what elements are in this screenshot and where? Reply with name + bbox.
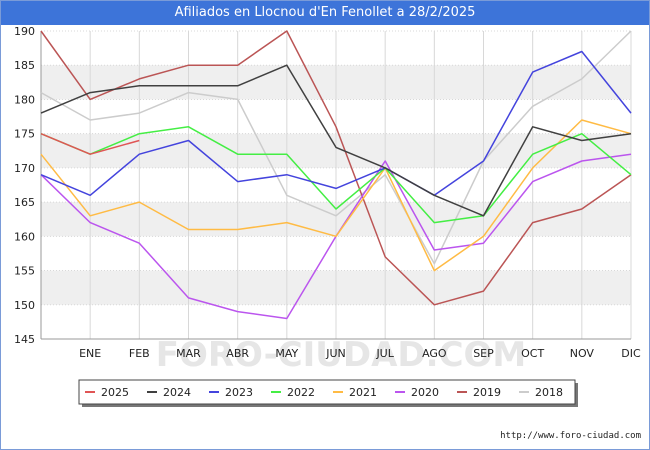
source-link[interactable]: http://www.foro-ciudad.com <box>500 431 641 441</box>
y-tick-label: 160 <box>14 230 35 243</box>
series-line-2021 <box>40 119 632 272</box>
legend-label-2021: 2021 <box>349 386 377 399</box>
x-tick-label: FEB <box>129 347 150 360</box>
y-tick-label: 155 <box>14 265 35 278</box>
axis-labels: 145 150 155 160 165 170 175 180 185 190 ENE FEB MAR A… <box>14 25 641 360</box>
series-line-2024 <box>40 64 632 217</box>
series-line-2019 <box>40 30 632 306</box>
x-tick-label: ENE <box>79 347 101 360</box>
y-tick-label: 145 <box>14 333 35 346</box>
x-tick-label: SEP <box>473 347 494 360</box>
legend-box <box>78 379 576 405</box>
series-lines <box>40 30 632 320</box>
legend-label-2019: 2019 <box>473 386 501 399</box>
x-tick-label: JUN <box>325 347 346 360</box>
chart-title: Afiliados en Llocnou d'En Fenollet a 28/… <box>1 1 649 25</box>
y-tick-label: 165 <box>14 196 35 209</box>
x-tick-label: NOV <box>570 347 595 360</box>
watermark: FORO-CIUDAD.COM <box>156 335 527 375</box>
series-line-2025 <box>40 133 140 155</box>
x-tick-label: OCT <box>521 347 544 360</box>
y-tick-label: 185 <box>14 59 35 72</box>
legend-label-2020: 2020 <box>411 386 439 399</box>
y-tick-label: 170 <box>14 162 35 175</box>
y-tick-label: 175 <box>14 128 35 141</box>
x-tick-label: ABR <box>226 347 249 360</box>
legend-label-2024: 2024 <box>163 386 191 399</box>
x-tick-label: DIC <box>621 347 641 360</box>
series-line-2023 <box>40 50 632 197</box>
x-tick-label: JUL <box>375 347 394 360</box>
series-line-2018 <box>40 30 632 265</box>
y-tick-label: 150 <box>14 299 35 312</box>
x-tick-label: AGO <box>422 347 447 360</box>
legend-label-2025: 2025 <box>101 386 129 399</box>
x-tick-label: MAR <box>176 347 201 360</box>
legend-label-2023: 2023 <box>225 386 253 399</box>
x-tick-label: MAY <box>275 347 298 360</box>
y-tick-label: 180 <box>14 93 35 106</box>
legend-label-2022: 2022 <box>287 386 315 399</box>
legend-label-2018: 2018 <box>535 386 563 399</box>
y-tick-label: 190 <box>14 25 35 38</box>
series-line-2022 <box>40 126 632 224</box>
legend: 2025 2024 2023 2022 2021 2020 2019 2018 <box>78 379 578 407</box>
